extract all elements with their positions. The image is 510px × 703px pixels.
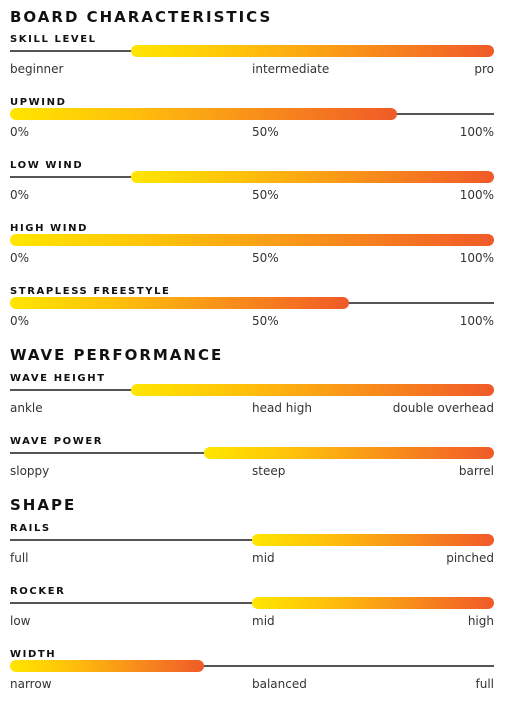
scale-max-label: pro <box>474 62 494 76</box>
rating-track <box>10 234 494 246</box>
scale-mid-label: mid <box>252 551 275 565</box>
rating-track <box>10 597 494 609</box>
scale-mid-label: 50% <box>252 251 279 265</box>
rating-scale: ankle head high double overhead <box>10 401 494 417</box>
scale-max-label: 100% <box>459 188 494 202</box>
scale-mid-label: 50% <box>252 188 279 202</box>
scale-mid-label: balanced <box>252 677 307 691</box>
rating-track <box>10 45 494 57</box>
scale-min-label: 0% <box>10 125 30 139</box>
rating-track <box>10 297 494 309</box>
scale-min-label: sloppy <box>10 464 50 478</box>
rating-label: RAILS <box>10 523 51 534</box>
rating-scale: low mid high <box>10 614 494 630</box>
rating-track <box>10 534 494 546</box>
scale-min-label: beginner <box>10 62 64 76</box>
rating-scale: full mid pinched <box>10 551 494 567</box>
rating-track <box>10 171 494 183</box>
rating-rails: RAILS full mid pinched <box>10 523 494 575</box>
rating-fill-bar <box>10 108 398 120</box>
rating-scale: 0% 50% 100% <box>10 125 494 141</box>
rating-track <box>10 384 494 396</box>
rating-track <box>10 108 494 120</box>
scale-mid-label: head high <box>252 401 312 415</box>
section-title-board-characteristics: BOARD CHARACTERISTICS <box>10 8 273 26</box>
rating-fill-bar <box>10 297 349 309</box>
section-title-shape: SHAPE <box>10 496 77 514</box>
section-title-wave-performance: WAVE PERFORMANCE <box>10 346 224 364</box>
scale-max-label: high <box>467 614 494 628</box>
rating-label: SKILL LEVEL <box>10 34 97 45</box>
rating-width: WIDTH narrow balanced full <box>10 649 494 701</box>
rating-label: WAVE HEIGHT <box>10 373 106 384</box>
rating-wave-height: WAVE HEIGHT ankle head high double overh… <box>10 373 494 425</box>
scale-max-label: pinched <box>446 551 494 565</box>
rating-label: UPWIND <box>10 97 67 108</box>
rating-high-wind: HIGH WIND 0% 50% 100% <box>10 223 494 275</box>
rating-fill-bar <box>252 534 494 546</box>
scale-max-label: 100% <box>459 251 494 265</box>
rating-fill-bar <box>131 171 494 183</box>
rating-fill-bar <box>131 384 494 396</box>
rating-rocker: ROCKER low mid high <box>10 586 494 638</box>
rating-fill-bar <box>203 447 494 459</box>
scale-min-label: low <box>10 614 31 628</box>
scale-min-label: 0% <box>10 188 30 202</box>
rating-scale: 0% 50% 100% <box>10 188 494 204</box>
scale-mid-label: intermediate <box>252 62 330 76</box>
scale-max-label: 100% <box>459 314 494 328</box>
rating-fill-bar <box>252 597 494 609</box>
rating-fill-bar <box>10 234 494 246</box>
scale-min-label: full <box>10 551 29 565</box>
scale-max-label: full <box>475 677 495 691</box>
rating-fill-bar <box>10 660 204 672</box>
rating-label: WIDTH <box>10 649 57 660</box>
scale-mid-label: 50% <box>252 314 279 328</box>
rating-label: WAVE POWER <box>10 436 104 447</box>
rating-low-wind: LOW WIND 0% 50% 100% <box>10 160 494 212</box>
scale-min-label: ankle <box>10 401 43 415</box>
rating-label: STRAPLESS FREESTYLE <box>10 286 171 297</box>
rating-scale: sloppy steep barrel <box>10 464 494 480</box>
scale-mid-label: mid <box>252 614 275 628</box>
rating-scale: beginner intermediate pro <box>10 62 494 78</box>
scale-min-label: 0% <box>10 251 30 265</box>
rating-track <box>10 447 494 459</box>
rating-scale: 0% 50% 100% <box>10 251 494 267</box>
scale-max-label: barrel <box>458 464 494 478</box>
scale-mid-label: steep <box>252 464 286 478</box>
rating-upwind: UPWIND 0% 50% 100% <box>10 97 494 149</box>
rating-track <box>10 660 494 672</box>
rating-label: ROCKER <box>10 586 66 597</box>
rating-fill-bar <box>131 45 494 57</box>
rating-strapless-freestyle: STRAPLESS FREESTYLE 0% 50% 100% <box>10 286 494 338</box>
scale-mid-label: 50% <box>252 125 279 139</box>
rating-scale: narrow balanced full <box>10 677 494 693</box>
rating-skill-level: SKILL LEVEL beginner intermediate pro <box>10 34 494 86</box>
scale-max-label: double overhead <box>392 401 494 415</box>
scale-min-label: 0% <box>10 314 30 328</box>
rating-wave-power: WAVE POWER sloppy steep barrel <box>10 436 494 488</box>
scale-max-label: 100% <box>459 125 494 139</box>
scale-min-label: narrow <box>10 677 52 691</box>
rating-scale: 0% 50% 100% <box>10 314 494 330</box>
rating-label: HIGH WIND <box>10 223 88 234</box>
rating-label: LOW WIND <box>10 160 84 171</box>
